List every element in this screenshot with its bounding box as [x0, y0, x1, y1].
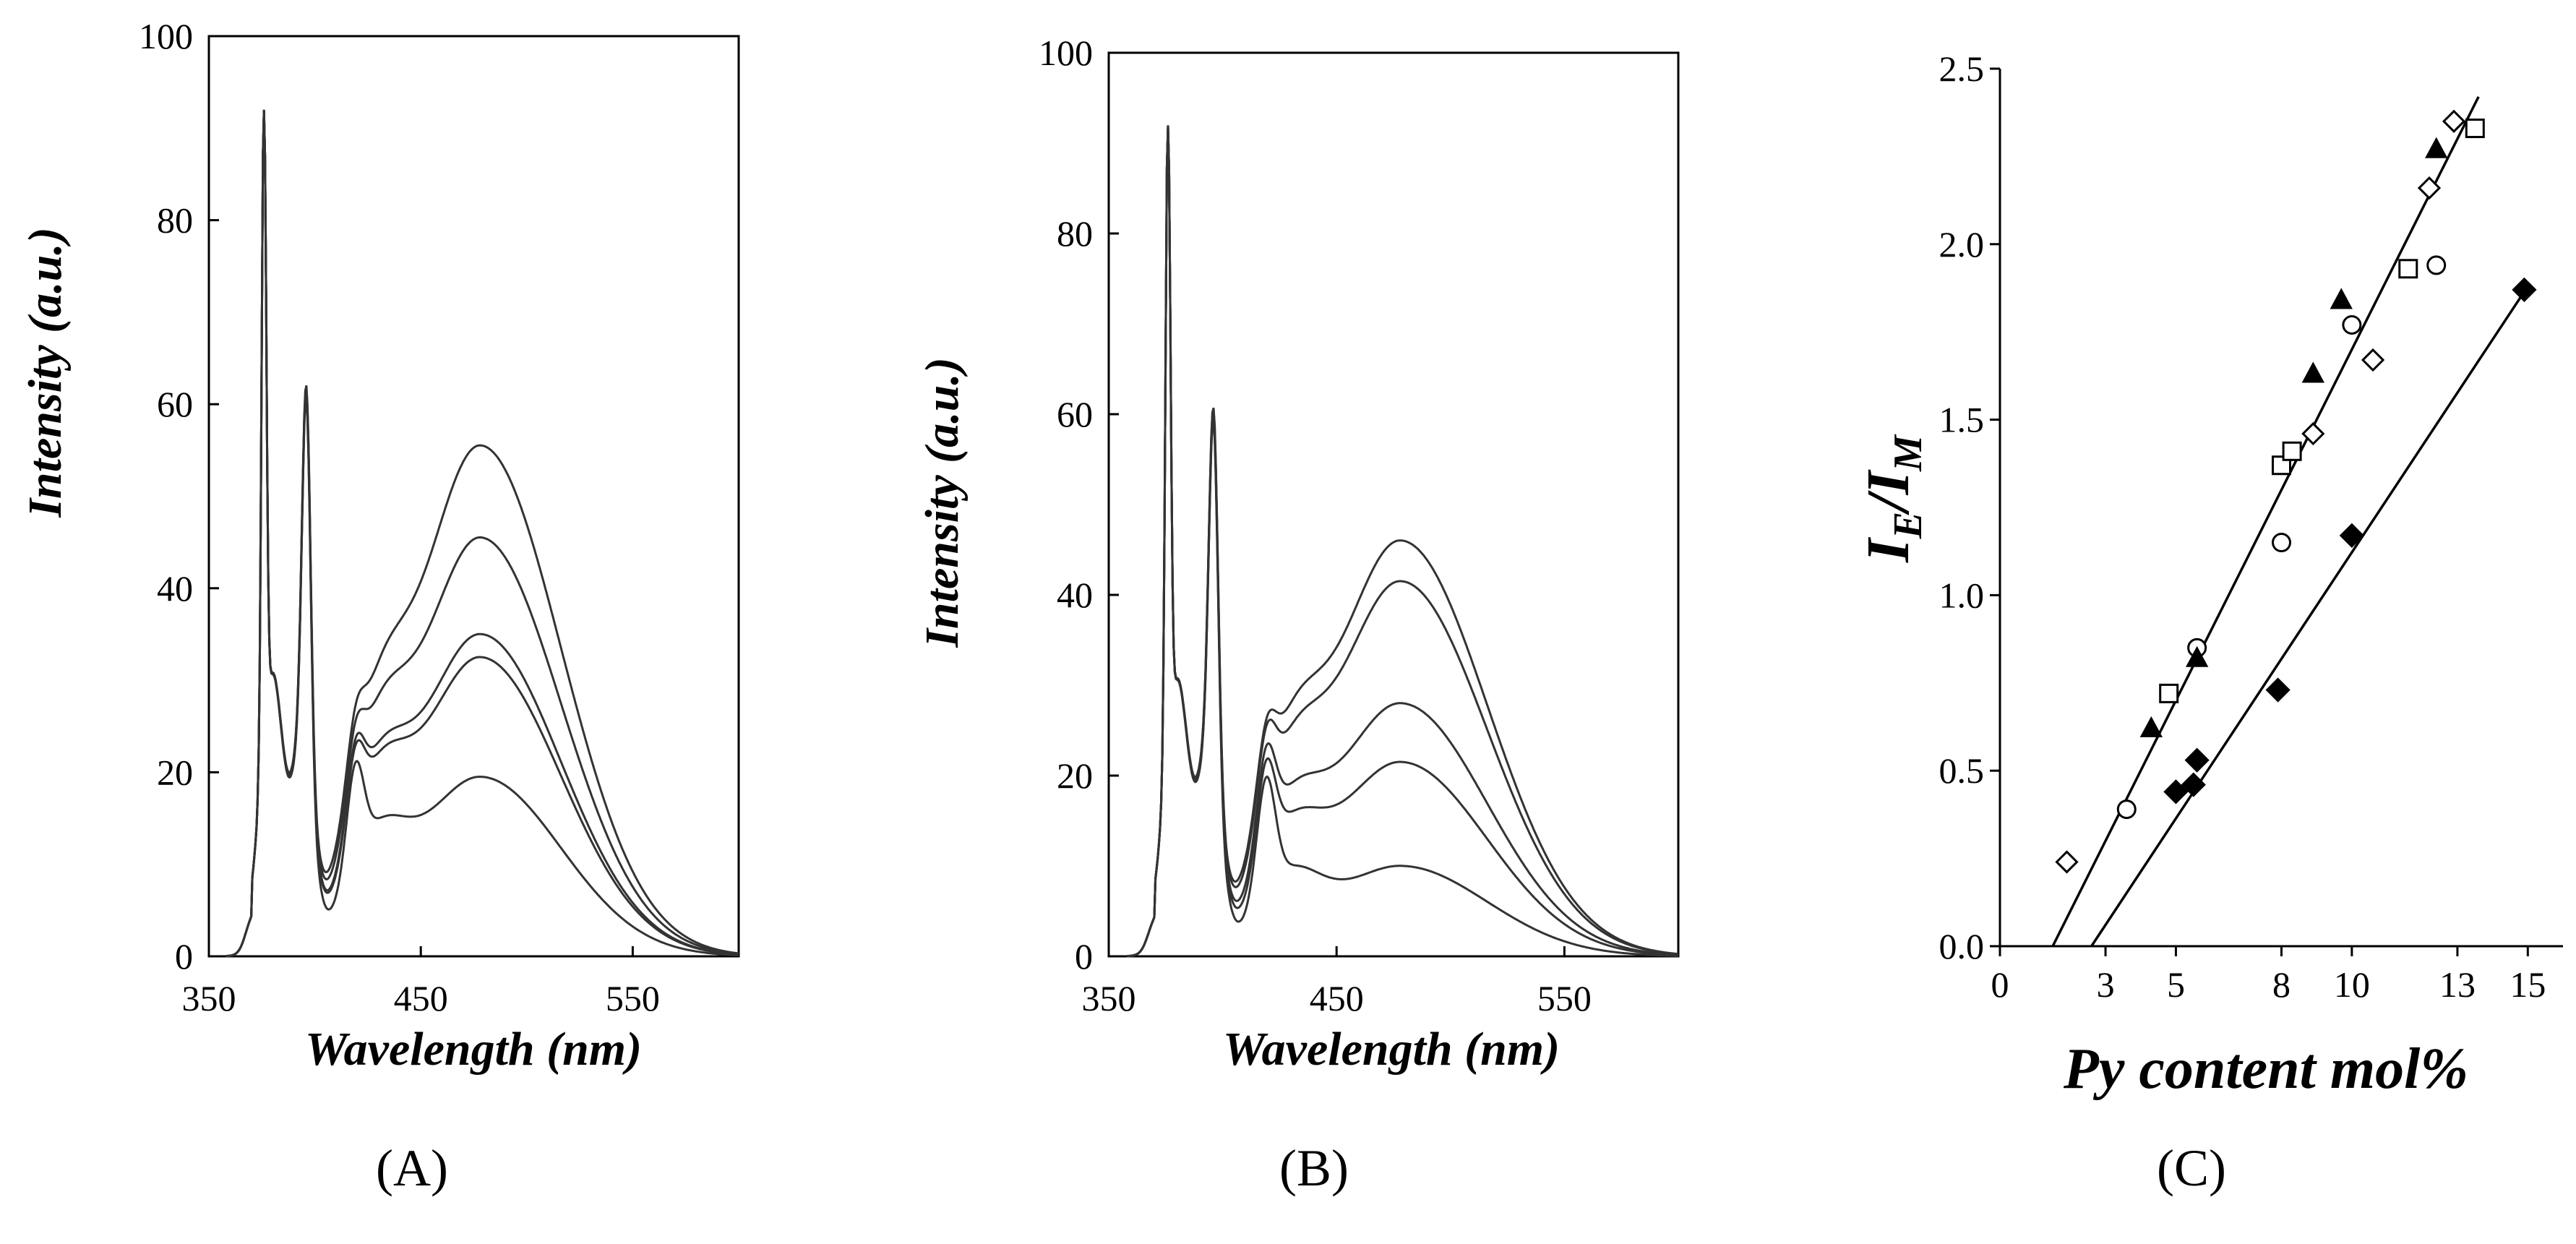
open-circle-point: [2272, 533, 2291, 553]
y-tick-label: 0: [175, 936, 193, 977]
filled-diamond-point: [2339, 523, 2364, 548]
panel-b-y-ticks: 0 20 40 60 80 100: [1039, 33, 1119, 977]
panel-b-y-axis-label: Intensity (a.u.): [916, 357, 969, 648]
x-tick-label: 450: [394, 978, 448, 1018]
open-circle-point: [2116, 799, 2137, 820]
x-tick-label: 5: [2167, 964, 2185, 1005]
open-square-point: [2282, 441, 2302, 461]
y-label-i: I: [1855, 536, 1922, 563]
filled-diamond-point: [2265, 677, 2291, 703]
panel-c-fit-lines: [2051, 96, 2529, 947]
x-tick-label: 8: [2272, 964, 2291, 1005]
y-tick-label: 60: [1057, 394, 1093, 434]
open-square-point: [2465, 119, 2485, 139]
y-tick-label: 1.5: [1939, 400, 1985, 440]
y-tick-label: 1.0: [1939, 575, 1985, 615]
filled-triangle-point: [2330, 288, 2353, 309]
panel-c-y-ticks: 0.0 0.5 1.0 1.5 2.0 2.5: [1939, 48, 2000, 966]
panel-b-spectrum-5: [1127, 126, 1679, 958]
x-tick-label: 15: [2510, 964, 2546, 1005]
panel-a-x-axis-label: Wavelength (nm): [305, 1023, 642, 1076]
x-tick-label: 3: [2097, 964, 2115, 1005]
filled-triangle-point: [2139, 716, 2163, 737]
y-tick-label: 80: [157, 200, 193, 241]
open-diamond-point: [2055, 850, 2079, 874]
fit-open: [2051, 96, 2480, 947]
y-label-sub-e: E: [1886, 512, 1931, 539]
y-tick-label: 2.0: [1939, 224, 1985, 265]
panel-a-y-ticks: 0 20 40 60 80 100: [139, 16, 219, 977]
y-tick-label: 0: [1075, 936, 1093, 977]
y-label-sub-m: M: [1886, 434, 1931, 472]
y-tick-label: 0.0: [1939, 926, 1985, 966]
y-tick-label: 2.5: [1939, 48, 1985, 89]
filled-diamond-point: [2512, 277, 2537, 303]
open-diamond-point: [2361, 348, 2385, 372]
x-tick-label: 550: [606, 978, 660, 1018]
y-label-sep: /I: [1855, 469, 1922, 516]
filled-triangle-point: [2425, 137, 2448, 158]
y-tick-label: 20: [157, 752, 193, 792]
panel-c-label: (C): [2157, 1139, 2226, 1197]
y-tick-label: 40: [1057, 575, 1093, 615]
panel-b-spectra: 0 20 40 60 80 100 350 450 550 Wavelength (nm) I…: [916, 33, 1680, 1197]
y-tick-label: 40: [157, 568, 193, 609]
panel-a-curves: [226, 109, 739, 958]
filled-triangle-point: [2301, 361, 2324, 383]
filled-diamond-point: [2163, 779, 2189, 805]
panel-b-x-axis-label: Wavelength (nm): [1223, 1023, 1560, 1076]
open-square-point: [2159, 683, 2179, 703]
x-tick-label: 550: [1537, 978, 1592, 1018]
open-square-point: [2398, 259, 2418, 279]
panel-b-curves: [1127, 125, 1679, 958]
panel-c-x-axis-label: Py content mol%: [2063, 1037, 2468, 1101]
open-circle-point: [2342, 314, 2362, 335]
panel-a-spectra: 0 20 40 60 80 100 350 450 550 Wavelength (nm) I…: [19, 16, 740, 1197]
x-tick-label: 0: [1991, 964, 2009, 1005]
panel-a-y-axis-label: Intensity (a.u.): [19, 227, 72, 518]
filled-diamond-point: [2184, 747, 2210, 773]
x-tick-label: 350: [182, 978, 236, 1018]
y-tick-label: 0.5: [1939, 750, 1985, 791]
open-diamond-point: [2442, 109, 2466, 133]
x-tick-label: 450: [1310, 978, 1364, 1018]
open-diamond-point: [2417, 176, 2442, 200]
panel-a-label: (A): [376, 1139, 448, 1197]
panel-b-x-ticks: 350 450 550: [1082, 946, 1592, 1018]
panel-a-plot-frame: [207, 35, 740, 958]
x-tick-label: 10: [2334, 964, 2370, 1005]
filled-triangle-point: [2185, 645, 2209, 667]
panel-a-spectrum-5: [226, 111, 739, 958]
open-diamond-point: [2301, 421, 2325, 446]
x-tick-label: 350: [1082, 978, 1136, 1018]
open-circle-point: [2426, 255, 2447, 275]
panel-c-x-ticks: 0 3 5 8 10 13 15: [1991, 946, 2546, 1005]
panel-b-label: (B): [1279, 1139, 1349, 1197]
panel-b-plot-frame: [1107, 51, 1680, 958]
panel-c-scatter: 0.0 0.5 1.0 1.5 2.0 2.5 0 3 5 8 10 13 15 Py content…: [1855, 48, 2563, 1197]
panel-c-markers: [2055, 109, 2537, 874]
fit-filled: [2090, 286, 2529, 947]
y-tick-label: 60: [157, 384, 193, 424]
filled-diamond-point: [2181, 772, 2206, 797]
y-tick-label: 100: [1039, 33, 1093, 73]
y-tick-label: 100: [139, 16, 193, 56]
x-tick-label: 13: [2439, 964, 2476, 1005]
y-tick-label: 80: [1057, 213, 1093, 254]
panel-a-x-ticks: 350 450 550: [182, 946, 660, 1018]
panel-c-y-axis-label: IE/IM: [1855, 434, 1931, 563]
y-tick-label: 20: [1057, 755, 1093, 796]
